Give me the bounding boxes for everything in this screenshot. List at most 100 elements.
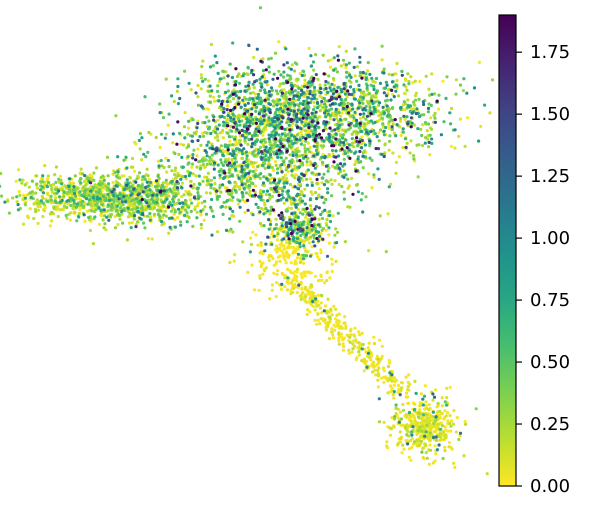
scatter-point	[378, 214, 382, 218]
scatter-point	[213, 182, 217, 186]
scatter-point	[311, 299, 315, 304]
scatter-point	[369, 119, 373, 123]
scatter-point	[312, 144, 316, 148]
scatter-point	[388, 384, 393, 388]
scatter-point	[294, 115, 298, 119]
scatter-point	[307, 81, 311, 85]
scatter-point	[343, 321, 347, 325]
scatter-point	[380, 116, 384, 120]
scatter-point	[18, 178, 22, 182]
scatter-point	[265, 189, 270, 193]
scatter-point	[144, 155, 148, 159]
scatter-point	[310, 111, 314, 115]
scatter-point	[319, 248, 323, 252]
scatter-point	[304, 295, 308, 299]
scatter-point	[399, 437, 403, 441]
scatter-point	[268, 196, 272, 200]
scatter-point	[247, 43, 251, 48]
scatter-point	[97, 206, 101, 210]
scatter-point	[326, 169, 330, 173]
scatter-point	[125, 166, 129, 170]
scatter-point	[208, 146, 212, 150]
scatter-point	[90, 209, 94, 213]
scatter-point	[179, 177, 183, 181]
scatter-point	[221, 163, 225, 167]
scatter-point	[132, 187, 136, 191]
scatter-point	[410, 430, 414, 434]
scatter-point	[327, 226, 331, 230]
scatter-point	[453, 128, 457, 132]
scatter-point	[361, 101, 365, 105]
scatter-point	[171, 141, 175, 145]
scatter-point	[303, 202, 307, 206]
scatter-point	[427, 102, 431, 106]
scatter-point	[159, 209, 163, 213]
scatter-point	[127, 196, 131, 200]
scatter-point	[319, 102, 323, 106]
scatter-point	[432, 113, 436, 118]
scatter-point	[304, 123, 308, 128]
scatter-point	[278, 152, 282, 156]
scatter-point	[352, 344, 357, 348]
scatter-point	[317, 217, 321, 221]
scatter-point	[457, 134, 461, 138]
scatter-point	[225, 198, 230, 203]
scatter-point	[348, 329, 353, 333]
scatter-point	[391, 118, 395, 122]
scatter-point	[101, 186, 105, 190]
scatter-point	[474, 407, 478, 411]
scatter-point	[316, 255, 320, 259]
scatter-point	[298, 245, 302, 249]
scatter-point	[396, 442, 400, 446]
scatter-point	[321, 176, 325, 180]
scatter-point	[243, 89, 247, 93]
scatter-point	[244, 150, 248, 154]
scatter-point	[423, 427, 427, 431]
scatter-point	[226, 131, 230, 135]
scatter-point	[372, 95, 376, 99]
scatter-point	[316, 293, 320, 297]
scatter-point	[187, 174, 191, 178]
scatter-point	[367, 172, 371, 176]
scatter-point	[406, 388, 410, 392]
scatter-point	[106, 203, 110, 207]
scatter-point	[359, 105, 363, 109]
scatter-point	[183, 111, 187, 115]
scatter-point	[213, 54, 217, 58]
scatter-point	[27, 185, 31, 189]
scatter-point	[185, 211, 189, 215]
scatter-point	[297, 165, 301, 169]
scatter-point	[52, 205, 56, 209]
scatter-point	[319, 317, 323, 321]
scatter-point	[140, 178, 144, 182]
scatter-point	[423, 384, 427, 388]
scatter-point	[398, 119, 403, 123]
scatter-point	[132, 211, 136, 215]
scatter-point	[348, 85, 353, 89]
scatter-point	[307, 96, 311, 100]
scatter-point	[212, 176, 216, 180]
scatter-point	[405, 395, 409, 399]
scatter-point	[247, 171, 251, 175]
scatter-point	[181, 174, 185, 179]
scatter-point	[190, 201, 194, 205]
scatter-point	[230, 199, 234, 203]
scatter-point	[201, 162, 205, 167]
scatter-point	[187, 119, 191, 123]
scatter-point	[323, 102, 327, 106]
scatter-point	[394, 406, 398, 410]
scatter-point	[356, 157, 360, 161]
scatter-point	[229, 116, 233, 120]
scatter-point	[240, 164, 244, 169]
scatter-point	[210, 144, 214, 148]
scatter-point	[334, 149, 338, 153]
scatter-point	[306, 92, 310, 96]
scatter-point	[273, 141, 277, 146]
scatter-point	[285, 288, 290, 292]
scatter-point	[195, 154, 199, 158]
scatter-point	[196, 147, 200, 151]
scatter-point	[371, 101, 375, 106]
scatter-point	[314, 73, 318, 77]
scatter-point	[28, 191, 32, 195]
scatter-point	[402, 114, 406, 118]
